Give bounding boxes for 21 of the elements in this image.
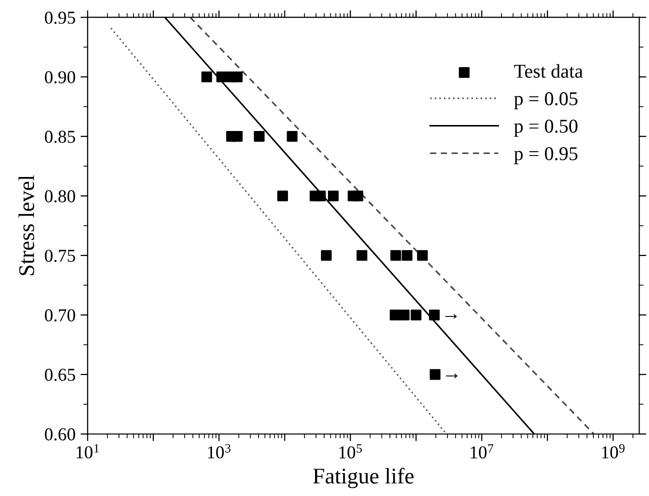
legend-label: p = 0.50	[514, 120, 578, 137]
y-tick-label: 0.90	[44, 71, 76, 84]
y-axis-title: Stress level	[18, 175, 34, 276]
x-tick-label: 10$^{7}$	[470, 444, 494, 459]
y-tick-label: 0.85	[44, 130, 76, 143]
x-tick-label: 10$^{3}$	[208, 444, 230, 458]
y-tick-label: 0.80	[44, 190, 76, 202]
y-tick-label: 0.70	[44, 309, 76, 322]
y-tick-label: 0.75	[44, 250, 76, 262]
x-tick-label: 10$^{9}$	[602, 444, 625, 458]
x-tick-label: 10$^{5}$	[339, 444, 362, 459]
x-tick-label: 10$^{1}$	[76, 444, 99, 458]
y-tick-label: 0.60	[44, 428, 76, 441]
legend-label: Test data	[514, 64, 583, 78]
legend-label: p = 0.95	[514, 147, 578, 164]
y-tick-label: 0.65	[44, 368, 76, 381]
legend-label: p = 0.05	[514, 92, 578, 110]
annotation: →	[445, 314, 457, 319]
y-tick-label: 0.95	[44, 12, 76, 24]
x-axis-title: Fatigue life	[313, 468, 414, 488]
annotation: →	[446, 374, 458, 378]
